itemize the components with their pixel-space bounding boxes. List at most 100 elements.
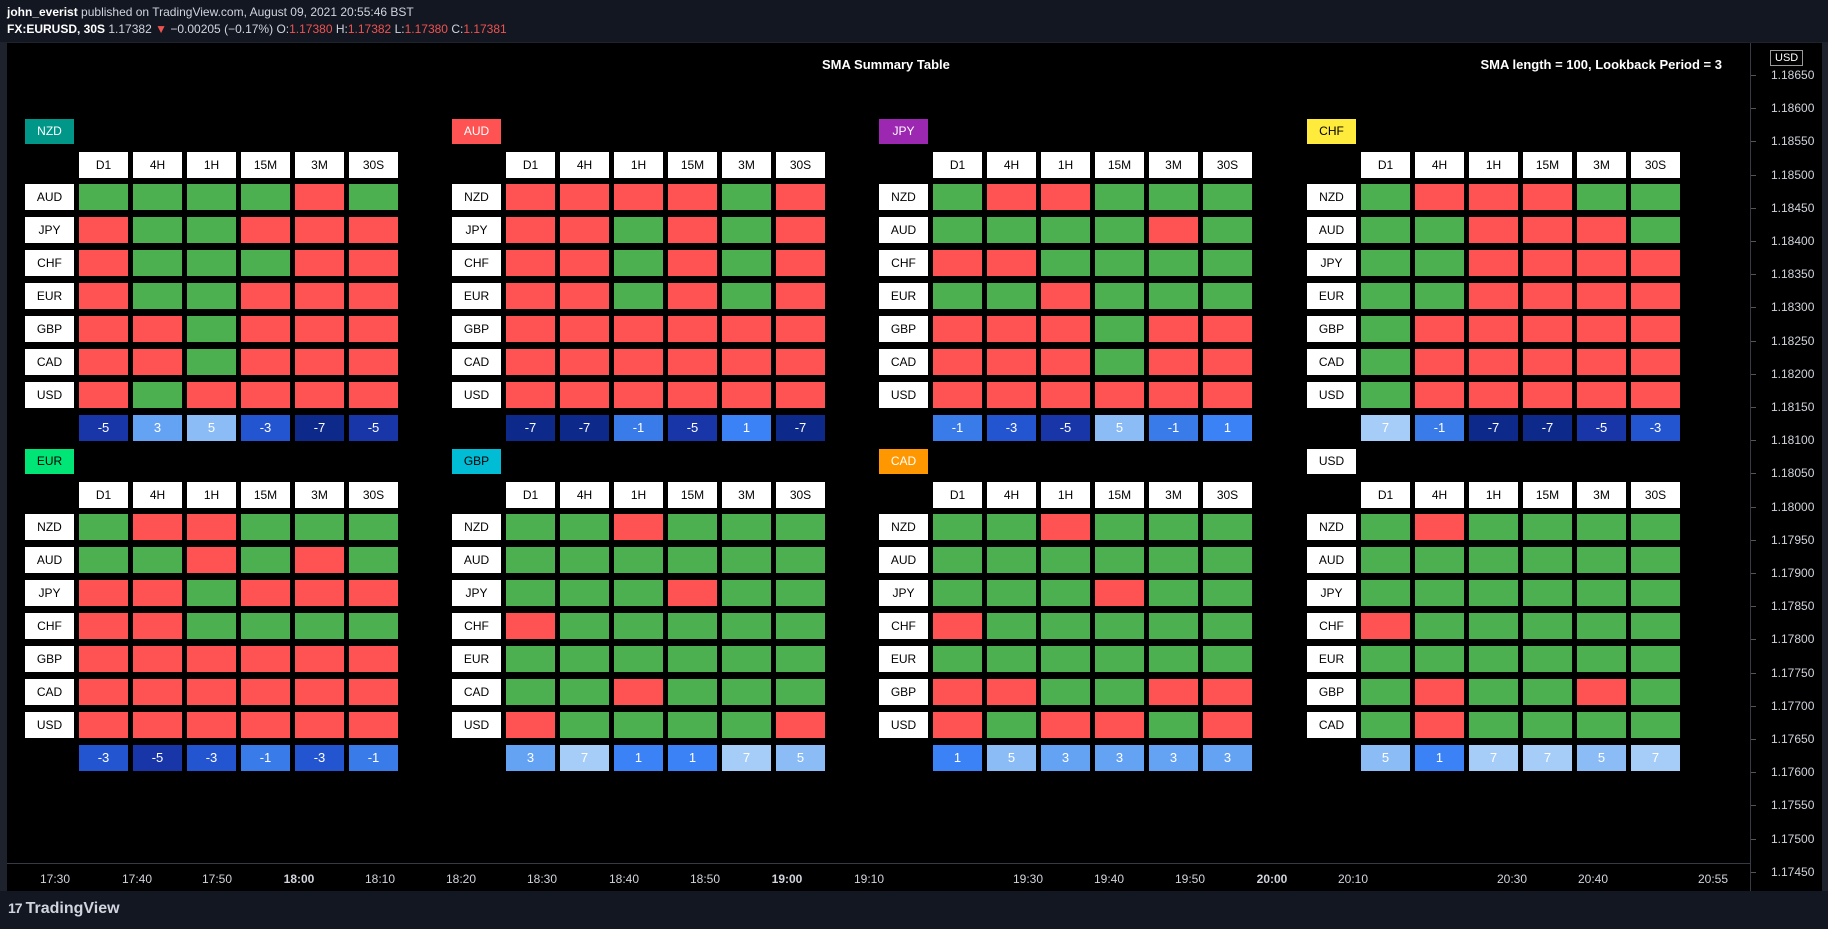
signal-cell — [1149, 514, 1198, 540]
sum-cell: -1 — [1149, 415, 1198, 441]
signal-cell — [1415, 712, 1464, 738]
price-tick: 1.17500 — [1750, 831, 1815, 846]
signal-cell — [241, 316, 290, 342]
sum-cell: -1 — [1415, 415, 1464, 441]
quote-currency-label: JPY — [879, 580, 928, 606]
sum-cell: 7 — [722, 745, 771, 771]
signal-cell — [506, 613, 555, 639]
signal-cell — [1523, 547, 1572, 573]
sum-cell: 1 — [1415, 745, 1464, 771]
signal-cell — [987, 514, 1036, 540]
signal-cell — [241, 580, 290, 606]
signal-cell — [1577, 316, 1626, 342]
signal-cell — [1469, 283, 1518, 309]
signal-cell — [1415, 646, 1464, 672]
quote-currency-label: JPY — [25, 580, 74, 606]
quote-currency-label: GBP — [452, 316, 501, 342]
signal-cell — [668, 712, 717, 738]
sum-cell: -3 — [295, 745, 344, 771]
time-tick: 20:55 — [1697, 872, 1729, 886]
signal-cell — [987, 382, 1036, 408]
timeframe-header: 4H — [987, 152, 1036, 178]
currency-label[interactable]: USD — [1770, 50, 1804, 66]
signal-cell — [79, 316, 128, 342]
signal-cell — [1361, 679, 1410, 705]
sum-cell: -7 — [1523, 415, 1572, 441]
price-tick: 1.17450 — [1750, 864, 1815, 879]
quote-currency-label: CHF — [1307, 613, 1356, 639]
signal-cell — [1095, 250, 1144, 276]
signal-cell — [1631, 349, 1680, 375]
sum-cell: 1 — [722, 415, 771, 441]
signal-cell — [133, 514, 182, 540]
signal-cell — [776, 679, 825, 705]
signal-cell — [1149, 679, 1198, 705]
signal-cell — [614, 514, 663, 540]
time-tick: 18:20 — [445, 872, 477, 886]
signal-cell — [987, 646, 1036, 672]
signal-cell — [560, 283, 609, 309]
signal-cell — [187, 316, 236, 342]
signal-cell — [668, 316, 717, 342]
last-price: 1.17382 — [108, 22, 152, 36]
sum-cell: -1 — [349, 745, 398, 771]
signal-cell — [187, 250, 236, 276]
signal-cell — [506, 679, 555, 705]
signal-cell — [1149, 217, 1198, 243]
signal-cell — [1523, 712, 1572, 738]
base-currency-label: JPY — [879, 119, 928, 144]
signal-cell — [1041, 679, 1090, 705]
timeframe-header: 4H — [133, 482, 182, 508]
signal-cell — [776, 382, 825, 408]
signal-cell — [668, 547, 717, 573]
signal-cell — [1149, 316, 1198, 342]
signal-cell — [1577, 514, 1626, 540]
signal-cell — [1041, 382, 1090, 408]
chart-area[interactable]: SMA Summary Table SMA length = 100, Look… — [7, 43, 1757, 891]
signal-cell — [1361, 646, 1410, 672]
time-axis[interactable]: 17:30 17:40 17:50 18:00 18:10 18:20 18:30 18:40… — [7, 863, 1757, 892]
base-currency-label: GBP — [452, 449, 501, 474]
signal-cell — [560, 646, 609, 672]
quote-currency-label: NZD — [1307, 184, 1356, 210]
signal-cell — [1361, 580, 1410, 606]
signal-cell — [187, 613, 236, 639]
signal-cell — [668, 382, 717, 408]
author-name[interactable]: john_everist — [7, 5, 78, 19]
symbol-label[interactable]: FX:EURUSD, 30S — [7, 22, 106, 36]
signal-cell — [560, 547, 609, 573]
signal-cell — [506, 514, 555, 540]
signal-cell — [1631, 712, 1680, 738]
signal-cell — [560, 349, 609, 375]
signal-cell — [1095, 547, 1144, 573]
tradingview-logo[interactable]: 17 TradingView — [8, 900, 120, 918]
signal-cell — [349, 514, 398, 540]
timeframe-header: 1H — [187, 152, 236, 178]
signal-cell — [349, 679, 398, 705]
price-tick: 1.17750 — [1750, 665, 1815, 680]
signal-cell — [1523, 283, 1572, 309]
signal-cell — [722, 217, 771, 243]
quote-currency-label: GBP — [1307, 679, 1356, 705]
signal-cell — [1041, 217, 1090, 243]
price-axis[interactable]: 1.18650 1.18600 1.18550 1.18500 1.18450 1.184… — [1750, 43, 1822, 891]
signal-cell — [1415, 184, 1464, 210]
signal-cell — [560, 580, 609, 606]
signal-cell — [1203, 382, 1252, 408]
price-tick: 1.18050 — [1750, 466, 1815, 481]
signal-cell — [506, 217, 555, 243]
signal-cell — [560, 514, 609, 540]
quote-currency-label: CAD — [879, 349, 928, 375]
signal-cell — [295, 316, 344, 342]
plot-area[interactable]: SMA Summary Table SMA length = 100, Look… — [7, 43, 1757, 863]
signal-cell — [1041, 712, 1090, 738]
sum-cell: 5 — [1361, 745, 1410, 771]
timeframe-header: 15M — [1095, 482, 1144, 508]
signal-cell — [79, 349, 128, 375]
signal-cell — [241, 217, 290, 243]
signal-cell — [1631, 316, 1680, 342]
signal-cell — [722, 349, 771, 375]
signal-cell — [668, 250, 717, 276]
signal-cell — [241, 184, 290, 210]
sum-cell: -7 — [506, 415, 555, 441]
